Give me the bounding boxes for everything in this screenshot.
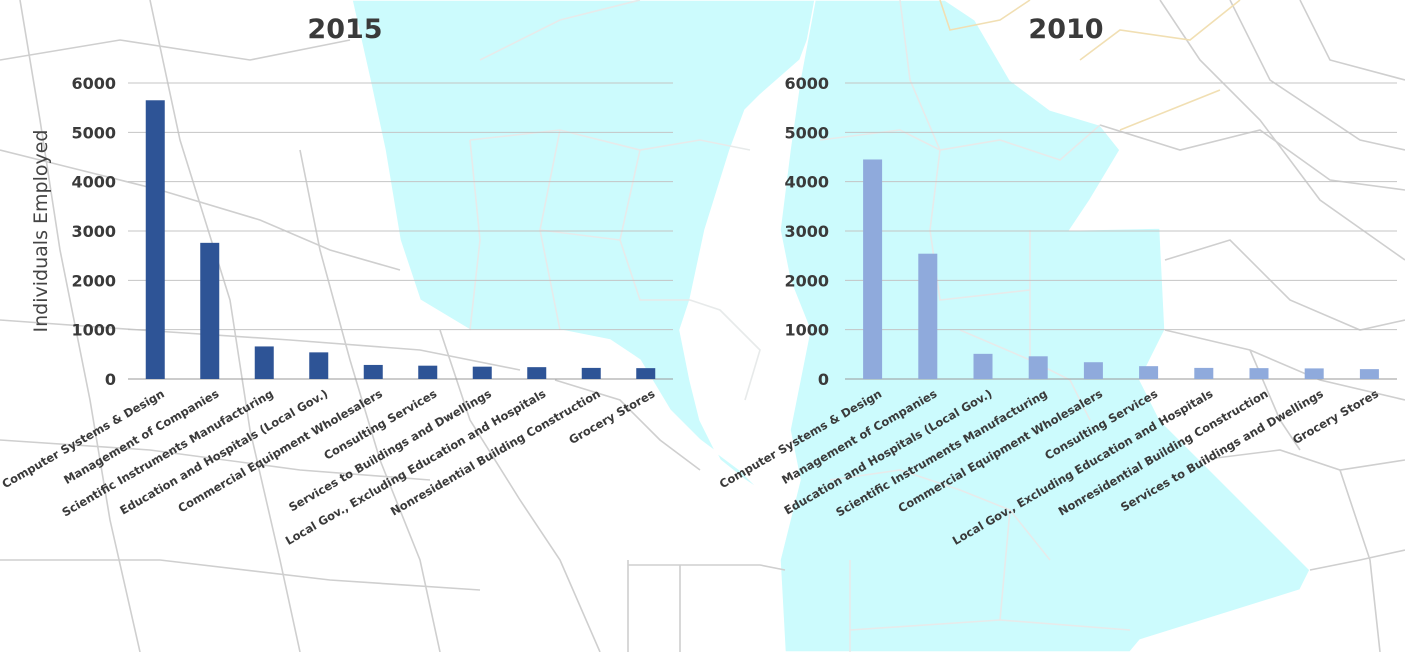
y-tick-label: 6000 xyxy=(784,74,829,93)
x-category-label: Education and Hospitals (Local Gov.) xyxy=(782,386,995,517)
y-tick-label: 3000 xyxy=(784,222,829,241)
y-tick-label: 5000 xyxy=(71,123,116,142)
y-tick-label: 1000 xyxy=(784,321,829,340)
y-tick-label: 4000 xyxy=(71,173,116,192)
bar xyxy=(918,253,938,379)
y-tick-label: 3000 xyxy=(71,222,116,241)
bar xyxy=(636,368,656,379)
x-category-label: Services to Buildings and Dwellings xyxy=(1118,386,1326,514)
y-tick-label: 2000 xyxy=(784,271,829,290)
bar xyxy=(581,367,601,379)
bar xyxy=(309,352,329,379)
y-tick-label: 1000 xyxy=(71,321,116,340)
bar xyxy=(1139,366,1159,379)
bar xyxy=(418,365,438,379)
bar xyxy=(472,366,492,379)
bar xyxy=(973,353,993,379)
bar xyxy=(1194,367,1214,379)
y-tick-label: 0 xyxy=(818,370,829,389)
chart-title: 2015 xyxy=(307,14,382,45)
y-tick-label: 5000 xyxy=(784,123,829,142)
bar xyxy=(1249,368,1269,379)
bar xyxy=(1304,368,1324,379)
chart-title: 2010 xyxy=(1028,14,1103,45)
bar xyxy=(145,100,165,380)
bar xyxy=(254,346,274,379)
y-tick-label: 0 xyxy=(105,370,116,389)
region-inner-borders xyxy=(469,0,1131,652)
y-tick-label: 2000 xyxy=(71,271,116,290)
bar xyxy=(363,364,383,379)
bar xyxy=(1083,362,1103,379)
bar xyxy=(1359,369,1379,379)
boundary-lines xyxy=(939,0,1241,131)
y-axis-label: Individuals Employed xyxy=(30,130,52,333)
y-tick-label: 6000 xyxy=(71,74,116,93)
y-tick-label: 4000 xyxy=(784,173,829,192)
highlighted-region xyxy=(351,0,1311,652)
bar xyxy=(200,242,220,379)
bar xyxy=(863,159,883,379)
bar xyxy=(527,367,547,379)
bar xyxy=(1028,356,1048,379)
